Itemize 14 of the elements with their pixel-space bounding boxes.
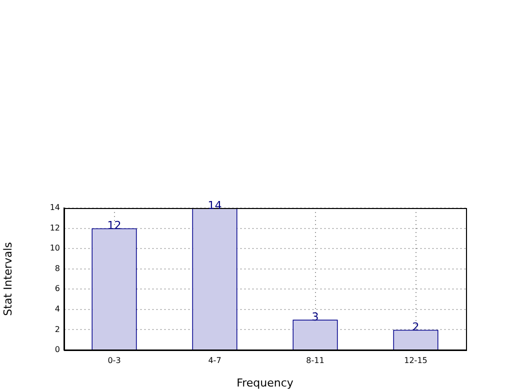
y-tick-label: 8 <box>54 264 60 273</box>
x-tick-label: 8-11 <box>306 356 324 365</box>
x-tick-label: 12-15 <box>404 356 428 365</box>
x-tick-label: 0-3 <box>108 356 121 365</box>
y-tick-label: 12 <box>50 223 60 232</box>
x-tick-label: 4-7 <box>208 356 222 365</box>
y-tick-label: 10 <box>50 244 60 253</box>
y-tick-label: 0 <box>54 345 60 354</box>
y-tick-label: 4 <box>54 304 60 314</box>
y-axis-title: Stat Intervals <box>1 242 14 316</box>
y-tick-label: 6 <box>54 284 60 294</box>
y-tick-label: 14 <box>50 203 60 212</box>
y-tick-label: 2 <box>54 324 60 334</box>
x-axis-title: Frequency <box>236 376 294 390</box>
